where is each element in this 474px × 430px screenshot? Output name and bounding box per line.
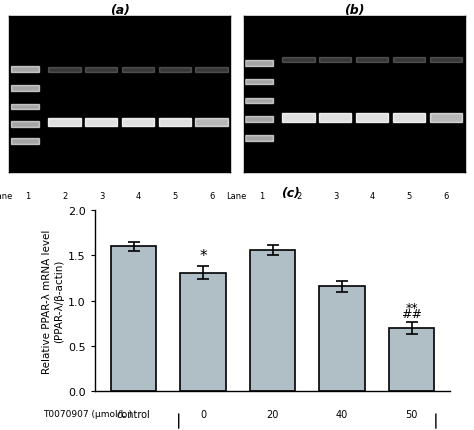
Bar	[195, 68, 228, 73]
Bar	[85, 68, 118, 73]
Bar	[11, 104, 39, 110]
Bar	[393, 58, 425, 63]
Text: 20: 20	[266, 409, 279, 419]
Bar	[11, 122, 39, 127]
Text: 2: 2	[296, 191, 301, 200]
Text: 5: 5	[407, 191, 412, 200]
Bar	[319, 286, 365, 391]
Bar	[48, 119, 81, 127]
Bar	[250, 250, 295, 391]
Bar	[246, 98, 273, 104]
Bar	[48, 68, 81, 73]
Title: (a): (a)	[110, 4, 130, 17]
Bar	[389, 328, 434, 391]
Bar	[11, 67, 39, 73]
Bar	[246, 80, 273, 85]
Bar	[246, 61, 273, 67]
Text: 6: 6	[443, 191, 449, 200]
Text: 6: 6	[210, 191, 215, 200]
Bar	[159, 68, 191, 73]
Bar	[159, 119, 191, 127]
Bar	[429, 114, 462, 122]
Text: 50: 50	[405, 409, 418, 419]
Text: 1: 1	[259, 191, 264, 200]
Text: 5: 5	[173, 191, 178, 200]
Bar	[246, 117, 273, 123]
Bar	[195, 119, 228, 127]
Bar	[122, 68, 154, 73]
Text: 4: 4	[136, 191, 141, 200]
Bar	[283, 58, 315, 63]
Bar	[283, 114, 315, 122]
Text: control: control	[117, 409, 150, 419]
Text: 3: 3	[333, 191, 338, 200]
Bar	[111, 247, 156, 391]
Text: 40: 40	[336, 409, 348, 419]
Bar	[122, 119, 154, 127]
Text: 2: 2	[62, 191, 67, 200]
Bar	[319, 58, 352, 63]
Text: (c): (c)	[281, 187, 300, 200]
Text: 4: 4	[370, 191, 375, 200]
Text: *: *	[199, 248, 207, 263]
Y-axis label: Relative PPAR-λ mRNA level
(PPAR-λ/β-actin): Relative PPAR-λ mRNA level (PPAR-λ/β-act…	[42, 229, 64, 373]
Bar	[429, 58, 462, 63]
Bar	[356, 114, 388, 122]
Bar	[356, 58, 388, 63]
Text: 0: 0	[200, 409, 206, 419]
Text: T0070907 (μmol/L ): T0070907 (μmol/L )	[43, 409, 132, 418]
Text: **: **	[405, 301, 418, 315]
Bar	[85, 119, 118, 127]
Bar	[393, 114, 425, 122]
Bar	[181, 273, 226, 391]
Bar	[319, 114, 352, 122]
Text: Lane: Lane	[0, 191, 12, 200]
Text: 1: 1	[25, 191, 30, 200]
Text: ##: ##	[401, 307, 422, 320]
Bar	[11, 139, 39, 144]
Text: Lane: Lane	[226, 191, 246, 200]
Bar	[246, 135, 273, 141]
Title: (b): (b)	[344, 4, 365, 17]
Text: 3: 3	[99, 191, 104, 200]
Bar	[11, 86, 39, 92]
